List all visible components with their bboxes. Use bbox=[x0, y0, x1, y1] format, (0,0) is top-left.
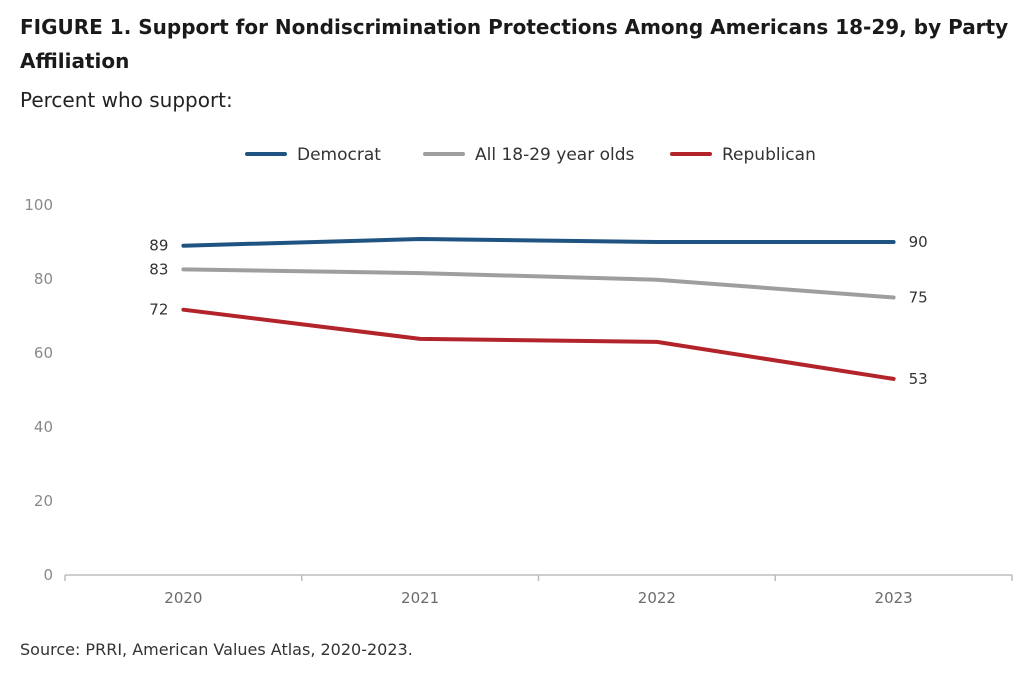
y-tick-label: 100 bbox=[24, 196, 53, 214]
legend-label: Republican bbox=[722, 145, 816, 165]
series-line-2 bbox=[181, 307, 896, 381]
y-tick-label: 80 bbox=[34, 270, 53, 288]
data-label: 75 bbox=[909, 289, 928, 307]
data-label: 83 bbox=[149, 260, 168, 278]
source-note: Source: PRRI, American Values Atlas, 202… bbox=[20, 640, 413, 659]
legend-item: Republican bbox=[670, 145, 816, 165]
data-labels: 89 90 83 75 72 53 bbox=[149, 233, 927, 388]
x-axis: 2020 2021 2022 2023 bbox=[64, 574, 1013, 607]
y-tick-label: 20 bbox=[34, 492, 53, 510]
legend-label: All 18-29 year olds bbox=[475, 145, 635, 165]
series-lines bbox=[181, 237, 896, 381]
series-line-1 bbox=[181, 267, 896, 300]
y-tick-label: 40 bbox=[34, 418, 53, 436]
y-tick-label: 60 bbox=[34, 344, 53, 362]
x-tick-label: 2023 bbox=[875, 589, 913, 607]
x-tick-label: 2020 bbox=[164, 589, 202, 607]
chart-subtitle: Percent who support: bbox=[20, 88, 233, 112]
series-line-0 bbox=[181, 237, 896, 248]
x-tick-label: 2021 bbox=[401, 589, 439, 607]
chart-title: FIGURE 1. Support for Nondiscrimination … bbox=[20, 15, 1009, 73]
data-label: 89 bbox=[149, 237, 168, 255]
y-axis: 0 20 40 60 80 100 bbox=[24, 196, 53, 584]
legend-item: All 18-29 year olds bbox=[423, 145, 635, 165]
legend-item: Democrat bbox=[245, 145, 381, 165]
y-tick-label: 0 bbox=[43, 566, 53, 584]
data-label: 53 bbox=[909, 370, 928, 388]
legend-label: Democrat bbox=[297, 145, 381, 165]
legend: Democrat All 18-29 year olds Republican bbox=[245, 145, 816, 165]
data-label: 90 bbox=[909, 233, 928, 251]
x-tick-label: 2022 bbox=[638, 589, 676, 607]
data-label: 72 bbox=[149, 301, 168, 319]
